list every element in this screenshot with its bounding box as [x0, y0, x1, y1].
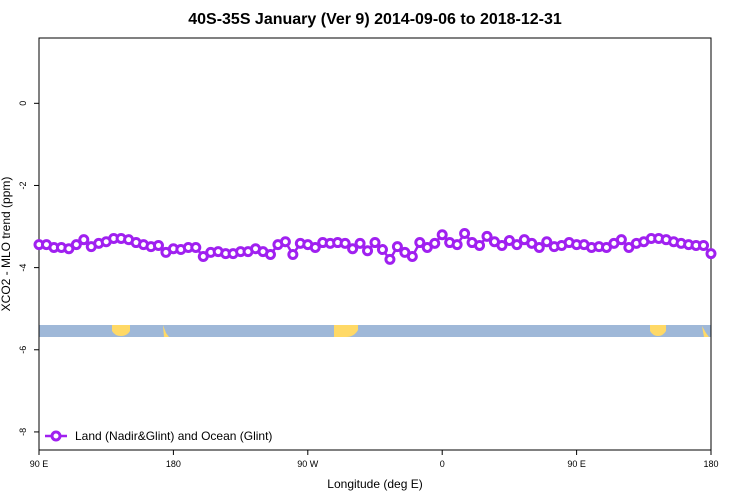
- data-point: [376, 244, 388, 256]
- x-tick-label: 180: [703, 459, 718, 469]
- y-tick-label: -4: [18, 264, 28, 272]
- data-point: [459, 228, 471, 240]
- chart-title: 40S-35S January (Ver 9) 2014-09-06 to 20…: [188, 11, 562, 28]
- data-point: [190, 241, 202, 253]
- legend-label: Land (Nadir&Glint) and Ocean (Glint): [75, 429, 272, 443]
- x-tick-label: 90 W: [297, 459, 319, 469]
- data-point: [533, 241, 545, 253]
- x-tick-label: 90 E: [567, 459, 586, 469]
- data-point: [406, 251, 418, 263]
- data-point: [698, 239, 710, 251]
- x-tick-label: 180: [166, 459, 181, 469]
- y-axis-label: XCO2 - MLO trend (ppm): [0, 177, 13, 312]
- data-point: [152, 239, 164, 251]
- data-point: [309, 241, 321, 253]
- data-point: [70, 239, 82, 251]
- data-point: [511, 239, 523, 251]
- y-tick-label: 0: [18, 101, 28, 106]
- legend-marker: [50, 430, 62, 442]
- data-point: [78, 234, 90, 246]
- data-point: [287, 248, 299, 260]
- data-point: [496, 239, 508, 251]
- data-point: [339, 237, 351, 249]
- data-point: [362, 245, 374, 257]
- land-ocean-strip: [39, 325, 711, 337]
- data-point: [279, 236, 291, 248]
- x-tick-label: 0: [440, 459, 445, 469]
- data-point: [347, 243, 359, 255]
- data-point: [615, 234, 627, 246]
- data-point: [541, 236, 553, 248]
- data-point: [369, 237, 381, 249]
- data-point: [354, 237, 366, 249]
- data-point: [451, 239, 463, 251]
- data-point: [705, 248, 717, 260]
- y-tick-label: -8: [18, 428, 28, 436]
- data-point: [481, 230, 493, 242]
- data-point: [414, 237, 426, 249]
- data-point: [474, 239, 486, 251]
- y-tick-label: -6: [18, 346, 28, 354]
- data-point: [436, 229, 448, 241]
- data-point: [384, 253, 396, 265]
- data-point: [264, 248, 276, 260]
- data-point: [429, 237, 441, 249]
- y-tick-label: -2: [18, 181, 28, 189]
- x-axis-label: Longitude (deg E): [327, 477, 422, 491]
- data-point: [391, 241, 403, 253]
- x-tick-label: 90 E: [30, 459, 49, 469]
